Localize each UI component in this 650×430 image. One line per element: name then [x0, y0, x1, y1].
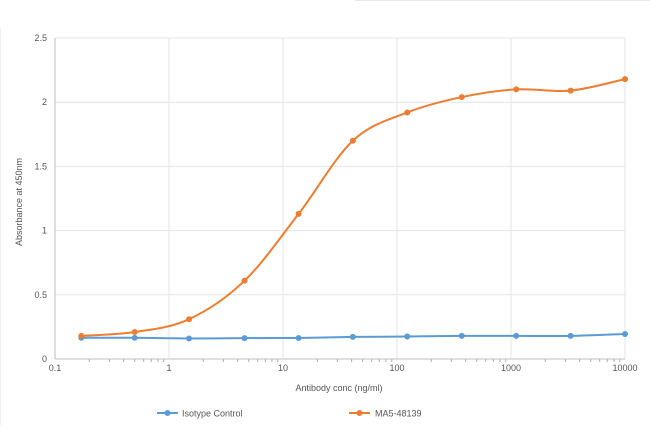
x-tick-label: 1000	[501, 363, 521, 373]
data-point-ma5-48139	[567, 87, 574, 94]
data-point-isotype-control	[295, 334, 302, 341]
grid-lines	[55, 37, 626, 359]
axes	[54, 38, 625, 362]
data-point-isotype-control	[131, 334, 138, 341]
x-tick-label: 1	[166, 363, 171, 373]
x-axis-label: Antibody conc (ng/ml)	[295, 383, 382, 393]
legend-label-isotype-control: Isotype Control	[182, 409, 243, 419]
y-axis-label: Absorbance at 450nm	[14, 158, 24, 246]
legend-label-ma5-48139: MA5-48139	[375, 409, 422, 419]
y-tick-label: 0	[42, 354, 47, 364]
y-tick-label: 1.5	[34, 161, 47, 171]
y-tick-label: 2	[42, 97, 47, 107]
chart-legend: Isotype Control MA5-48139	[157, 409, 422, 419]
data-point-ma5-48139	[349, 137, 356, 144]
data-point-ma5-48139	[131, 329, 138, 336]
data-point-ma5-48139	[78, 332, 85, 339]
x-tick-label: 10	[278, 363, 288, 373]
data-point-isotype-control	[622, 330, 628, 337]
data-series	[78, 76, 628, 342]
legend-marker-isotype-control	[164, 410, 171, 416]
y-tick-label: 1	[42, 226, 47, 236]
x-tick-label: 0.1	[49, 363, 62, 373]
tick-labels: 0 0.5 1 1.5 2 2.5 0.1 1 10 100 1000 10000	[34, 33, 637, 373]
data-point-ma5-48139	[513, 86, 520, 93]
series-line-ma5-48139	[81, 78, 626, 337]
x-tick-label: 100	[389, 363, 404, 373]
data-point-isotype-control	[513, 332, 520, 339]
data-point-ma5-48139	[458, 94, 465, 101]
frame-left-border	[0, 28, 1, 425]
data-point-isotype-control	[349, 333, 356, 340]
data-point-isotype-control	[186, 335, 193, 342]
data-point-ma5-48139	[404, 109, 411, 116]
legend-item-ma5-48139[interactable]: MA5-48139	[349, 409, 422, 419]
y-tick-label: 0.5	[34, 290, 47, 300]
y-tick-label: 2.5	[34, 33, 47, 43]
legend-marker-ma5-48139	[356, 410, 363, 416]
data-point-isotype-control	[458, 332, 465, 339]
data-point-isotype-control	[567, 332, 574, 339]
data-point-isotype-control	[241, 335, 248, 342]
data-point-ma5-48139	[295, 210, 302, 217]
x-tick-label: 10000	[612, 363, 637, 373]
data-point-ma5-48139	[622, 76, 628, 83]
data-point-ma5-48139	[241, 277, 248, 284]
data-point-isotype-control	[404, 333, 411, 340]
data-point-ma5-48139	[186, 316, 193, 323]
frame-top-border	[355, 0, 650, 1]
legend-item-isotype-control[interactable]: Isotype Control	[157, 409, 243, 419]
